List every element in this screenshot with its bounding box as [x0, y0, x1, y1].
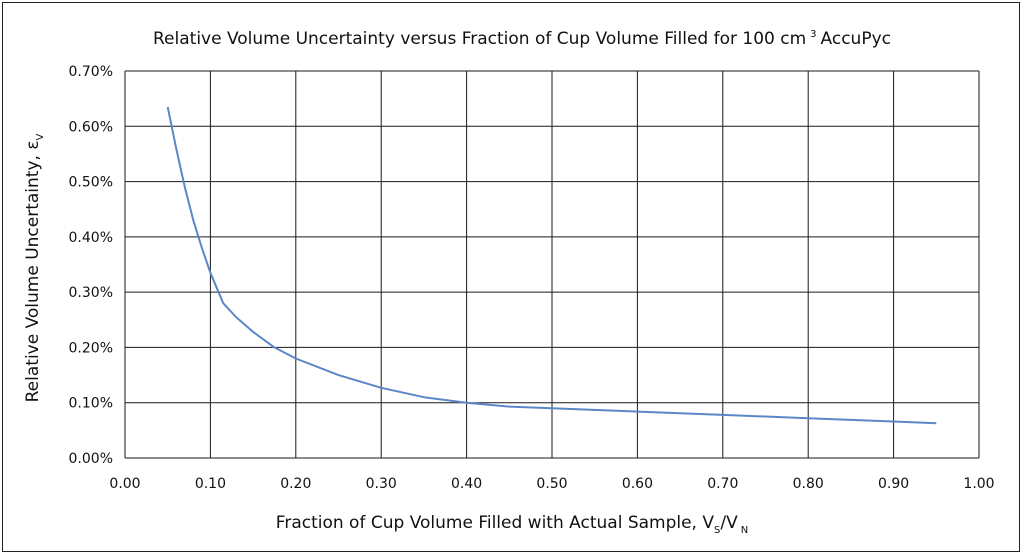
x-tick-label: 0.80 [793, 476, 824, 492]
x-tick-label: 0.40 [451, 476, 482, 492]
series-line [166, 106, 937, 425]
grid-lines [124, 70, 980, 459]
x-tick-label: 0.60 [622, 476, 653, 492]
x-tick-label: 0.00 [109, 476, 140, 492]
y-tick-label: 0.00% [69, 451, 113, 467]
x-tick-label: 1.00 [963, 476, 994, 492]
y-axis-ticks: 0.00% 0.10% 0.20% 0.30% 0.40% 0.50% 0.60% 0.70% [69, 64, 113, 467]
y-tick-label: 0.50% [69, 175, 113, 191]
y-tick-label: 0.10% [69, 396, 113, 412]
x-tick-label: 0.30 [366, 476, 397, 492]
x-tick-label: 0.90 [878, 476, 909, 492]
y-tick-label: 0.20% [69, 340, 113, 356]
x-tick-label: 0.10 [195, 476, 226, 492]
chart-title: Relative Volume Uncertainty versus Fract… [153, 29, 891, 49]
y-tick-label: 0.70% [69, 64, 113, 80]
y-tick-label: 0.60% [69, 119, 113, 135]
y-axis-label: Relative Volume Uncertainty, εV [23, 133, 46, 402]
x-axis-label: Fraction of Cup Volume Filled with Actua… [276, 513, 748, 536]
x-tick-label: 0.20 [280, 476, 311, 492]
y-tick-label: 0.30% [69, 285, 113, 301]
x-tick-label: 0.50 [536, 476, 567, 492]
x-tick-label: 0.70 [707, 476, 738, 492]
y-tick-label: 0.40% [69, 230, 113, 246]
x-axis-ticks: 0.00 0.10 0.20 0.30 0.40 0.50 0.60 0.70 0.80 0.90… [109, 476, 994, 492]
series-layer [166, 106, 937, 425]
